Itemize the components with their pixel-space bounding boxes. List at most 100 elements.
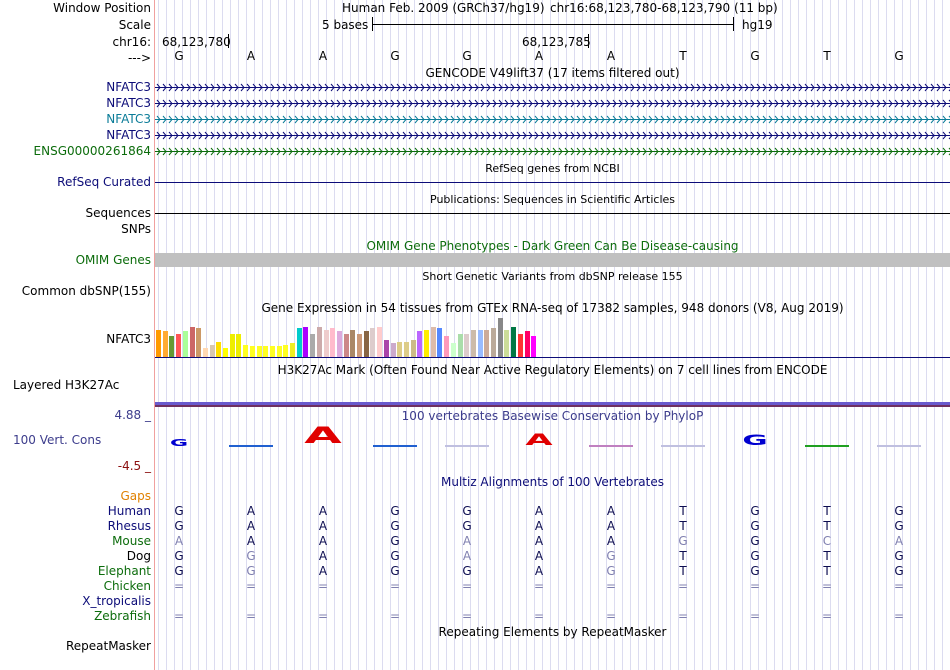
- species-label-x_tropicalis[interactable]: X_tropicalis: [82, 594, 151, 608]
- strand-arrow: [750, 99, 755, 108]
- refseq-label[interactable]: RefSeq Curated: [57, 175, 151, 189]
- gtex-tissue-bar[interactable]: [169, 336, 175, 357]
- gtex-tissue-bar[interactable]: [236, 334, 242, 357]
- gtex-tissue-bar[interactable]: [196, 328, 202, 357]
- gtex-tissue-bar[interactable]: [410, 340, 416, 357]
- gtex-label[interactable]: NFATC3: [106, 332, 151, 346]
- gtex-tissue-bar[interactable]: [202, 348, 208, 357]
- species-label-human[interactable]: Human: [107, 504, 151, 518]
- species-label-elephant[interactable]: Elephant: [97, 564, 151, 578]
- strand-arrow: [360, 99, 365, 108]
- gtex-tissue-bar[interactable]: [457, 334, 463, 357]
- strand-arrow: [726, 99, 731, 108]
- gtex-tissue-bar[interactable]: [370, 328, 376, 357]
- gtex-bar-chart[interactable]: [155, 317, 555, 357]
- gtex-tissue-bar[interactable]: [470, 330, 476, 357]
- gtex-tissue-bar[interactable]: [491, 328, 496, 357]
- gtex-tissue-bar[interactable]: [243, 345, 249, 357]
- alignment-base: =: [677, 579, 689, 593]
- strand-arrow: [252, 131, 257, 140]
- species-label-dog[interactable]: Dog: [126, 549, 151, 563]
- gencode-label-1[interactable]: NFATC3: [106, 80, 151, 94]
- gencode-label-4[interactable]: NFATC3: [106, 128, 151, 142]
- gtex-tissue-bar[interactable]: [263, 346, 269, 357]
- gencode-transcript-4[interactable]: [155, 131, 950, 140]
- gtex-tissue-bar[interactable]: [390, 343, 396, 357]
- gtex-tissue-bar[interactable]: [437, 328, 443, 357]
- omim-label[interactable]: OMIM Genes: [75, 253, 151, 267]
- gtex-tissue-bar[interactable]: [296, 328, 302, 357]
- gtex-tissue-bar[interactable]: [336, 331, 342, 357]
- gtex-tissue-bar[interactable]: [497, 318, 503, 357]
- gtex-tissue-bar[interactable]: [430, 327, 436, 357]
- strand-arrow: [414, 99, 419, 108]
- gtex-tissue-bar[interactable]: [517, 334, 523, 357]
- gtex-tissue-bar[interactable]: [189, 327, 195, 357]
- gtex-tissue-bar[interactable]: [504, 330, 510, 357]
- gtex-tissue-bar[interactable]: [477, 330, 483, 357]
- gtex-tissue-bar[interactable]: [363, 331, 369, 357]
- sequences-label[interactable]: Sequences: [85, 206, 151, 220]
- gtex-tissue-bar[interactable]: [464, 334, 470, 357]
- gtex-tissue-bar[interactable]: [256, 346, 262, 357]
- gtex-tissue-bar[interactable]: [223, 348, 228, 357]
- gtex-tissue-bar[interactable]: [383, 340, 389, 357]
- snps-label[interactable]: SNPs: [121, 222, 151, 236]
- gtex-tissue-bar[interactable]: [316, 327, 322, 357]
- gtex-tissue-bar[interactable]: [397, 342, 403, 357]
- gtex-tissue-bar[interactable]: [417, 331, 423, 357]
- omim-feature-bar[interactable]: [155, 253, 950, 267]
- h3k27ac-signal-band[interactable]: [155, 402, 950, 405]
- strand-arrow: [240, 147, 245, 156]
- gtex-tissue-bar[interactable]: [377, 327, 383, 357]
- gtex-tissue-bar[interactable]: [290, 343, 295, 357]
- gtex-tissue-bar[interactable]: [249, 346, 255, 357]
- gencode-transcript-3[interactable]: [155, 115, 950, 124]
- species-label-chicken[interactable]: Chicken: [103, 579, 151, 593]
- repeatmasker-label[interactable]: RepeatMasker: [65, 639, 151, 653]
- species-label-zebrafish[interactable]: Zebrafish: [94, 609, 151, 623]
- gtex-tissue-bar[interactable]: [283, 345, 289, 357]
- gtex-tissue-bar[interactable]: [350, 330, 356, 357]
- strand-arrow: [174, 147, 179, 156]
- gtex-tissue-bar[interactable]: [450, 343, 456, 357]
- strand-arrow: [186, 99, 191, 108]
- track-data-area[interactable]: Human Feb. 2009 (GRCh37/hg19) chr16:68,1…: [155, 0, 950, 670]
- gtex-tissue-bar[interactable]: [162, 331, 168, 357]
- gtex-tissue-bar[interactable]: [276, 346, 282, 357]
- gencode-label-5[interactable]: ENSG00000261864: [33, 144, 151, 158]
- gtex-tissue-bar[interactable]: [357, 334, 362, 357]
- strand-arrow: [762, 99, 767, 108]
- species-label-mouse[interactable]: Mouse: [112, 534, 151, 548]
- gtex-tissue-bar[interactable]: [269, 346, 275, 357]
- gtex-tissue-bar[interactable]: [444, 336, 450, 357]
- strand-arrow: [942, 115, 947, 124]
- cons-label[interactable]: 100 Vert. Cons: [13, 433, 102, 447]
- gtex-tissue-bar[interactable]: [182, 331, 188, 357]
- h3k27ac-label[interactable]: Layered H3K27Ac: [13, 378, 120, 392]
- gtex-tissue-bar[interactable]: [216, 342, 222, 357]
- gtex-tissue-bar[interactable]: [156, 330, 161, 357]
- gtex-tissue-bar[interactable]: [303, 327, 309, 357]
- gtex-tissue-bar[interactable]: [424, 330, 429, 357]
- gtex-tissue-bar[interactable]: [176, 334, 182, 357]
- gtex-tissue-bar[interactable]: [229, 334, 235, 357]
- species-label-rhesus[interactable]: Rhesus: [107, 519, 151, 533]
- strand-arrow: [618, 147, 623, 156]
- gtex-tissue-bar[interactable]: [531, 336, 537, 357]
- gtex-tissue-bar[interactable]: [310, 334, 316, 357]
- gtex-tissue-bar[interactable]: [343, 334, 349, 357]
- gtex-tissue-bar[interactable]: [323, 330, 329, 357]
- gencode-label-2[interactable]: NFATC3: [106, 96, 151, 110]
- gtex-tissue-bar[interactable]: [330, 328, 336, 357]
- gtex-tissue-bar[interactable]: [484, 330, 490, 357]
- gencode-transcript-1[interactable]: [155, 83, 950, 92]
- gtex-tissue-bar[interactable]: [511, 327, 517, 357]
- gencode-transcript-5[interactable]: [155, 147, 950, 156]
- gtex-tissue-bar[interactable]: [524, 331, 530, 357]
- gencode-transcript-2[interactable]: [155, 99, 950, 108]
- gtex-tissue-bar[interactable]: [403, 342, 409, 357]
- gencode-label-3[interactable]: NFATC3: [106, 112, 151, 126]
- gtex-tissue-bar[interactable]: [209, 345, 215, 357]
- dbsnp-label[interactable]: Common dbSNP(155): [21, 284, 151, 298]
